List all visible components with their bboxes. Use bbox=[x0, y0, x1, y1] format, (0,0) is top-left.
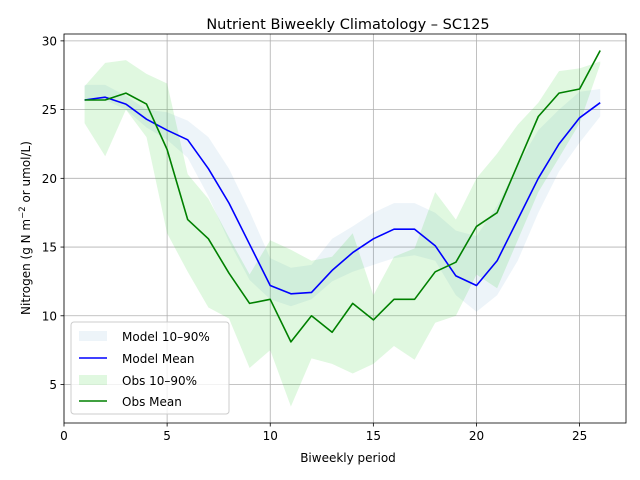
grid bbox=[63, 34, 626, 423]
y-axis-label: Nitrogen (g N m−2 or umol/L) bbox=[18, 141, 33, 315]
series-line-obs-mean bbox=[84, 50, 601, 343]
chart-title: Nutrient Biweekly Climatology – SC125 bbox=[206, 17, 489, 33]
x-tick-label-5: 5 bbox=[163, 429, 171, 443]
ticks: 0 5 10 15 20 25 5 10 15 20 25 30 bbox=[42, 34, 588, 443]
x-tick-label-15: 15 bbox=[366, 429, 381, 443]
bands bbox=[84, 60, 601, 407]
x-axis-label: Biweekly period bbox=[300, 451, 396, 465]
y-axis-label-main: Nitrogen (g N m bbox=[19, 219, 33, 315]
plot-frame bbox=[63, 33, 627, 424]
y-tick-label-20: 20 bbox=[42, 172, 57, 186]
y-tick-label-25: 25 bbox=[42, 103, 57, 117]
x-tick-label-20: 20 bbox=[469, 429, 484, 443]
legend-frame bbox=[70, 321, 230, 415]
y-axis-label-sup: −2 bbox=[18, 206, 28, 219]
band-model-10-90 bbox=[84, 84, 601, 312]
legend-swatch-obs-band bbox=[79, 375, 107, 385]
y-axis-label-tail: or umol/L) bbox=[19, 141, 33, 206]
legend-swatch-model-band bbox=[79, 331, 107, 341]
y-tick-label-10: 10 bbox=[42, 309, 57, 323]
band-obs-10-90 bbox=[84, 60, 601, 407]
y-tick-label-15: 15 bbox=[42, 241, 57, 255]
y-tick-label-5: 5 bbox=[49, 378, 57, 392]
x-tick-label-0: 0 bbox=[60, 429, 68, 443]
x-tick-label-10: 10 bbox=[263, 429, 278, 443]
plot-area: 0 5 10 15 20 25 5 10 15 20 25 30 bbox=[42, 33, 627, 443]
series-line-model-mean bbox=[84, 96, 601, 295]
legend-label-model-mean: Model Mean bbox=[122, 352, 195, 366]
legend-label-model-band: Model 10–90% bbox=[122, 330, 210, 344]
legend-label-obs-band: Obs 10–90% bbox=[122, 374, 197, 388]
x-tick-label-25: 25 bbox=[572, 429, 587, 443]
y-tick-label-30: 30 bbox=[42, 34, 57, 48]
legend-label-obs-mean: Obs Mean bbox=[122, 395, 182, 409]
series-lines bbox=[84, 50, 601, 343]
legend: Model 10–90% Model Mean Obs 10–90% Obs M… bbox=[70, 321, 230, 415]
